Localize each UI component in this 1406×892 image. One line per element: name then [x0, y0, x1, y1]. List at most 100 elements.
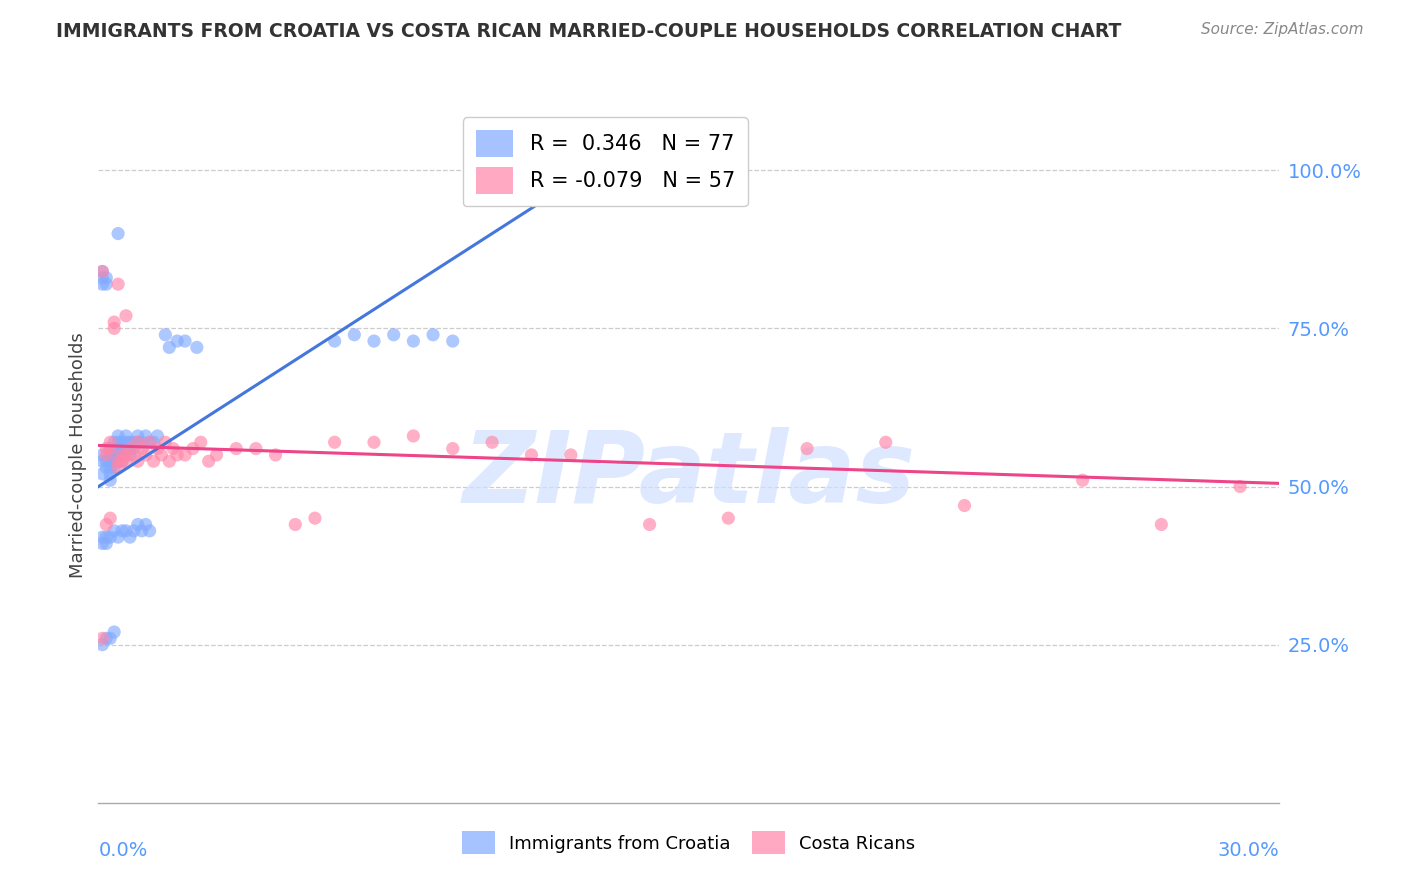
Point — [103, 435, 125, 450]
Point — [98, 460, 121, 475]
Point — [107, 454, 129, 468]
Point — [91, 454, 114, 468]
Point — [142, 435, 165, 450]
Point — [98, 442, 121, 456]
Point — [155, 327, 177, 342]
Point — [127, 435, 149, 450]
Point — [284, 517, 307, 532]
Point — [953, 499, 976, 513]
Point — [111, 448, 134, 462]
Point — [135, 448, 157, 462]
Point — [118, 448, 141, 462]
Point — [422, 327, 444, 342]
Point — [135, 429, 157, 443]
Point — [91, 632, 114, 646]
Point — [98, 511, 121, 525]
Point — [131, 435, 153, 450]
Point — [91, 448, 114, 462]
Point — [115, 429, 138, 443]
Point — [363, 435, 385, 450]
Point — [111, 524, 134, 538]
Point — [118, 530, 141, 544]
Text: ZIPatlas: ZIPatlas — [463, 427, 915, 524]
Point — [1229, 479, 1251, 493]
Point — [98, 448, 121, 462]
Point — [107, 429, 129, 443]
Point — [96, 454, 118, 468]
Point — [138, 435, 160, 450]
Point — [162, 442, 184, 456]
Point — [205, 448, 228, 462]
Point — [107, 530, 129, 544]
Text: Source: ZipAtlas.com: Source: ZipAtlas.com — [1201, 22, 1364, 37]
Point — [103, 315, 125, 329]
Point — [98, 467, 121, 481]
Point — [127, 429, 149, 443]
Point — [91, 638, 114, 652]
Point — [135, 517, 157, 532]
Point — [111, 454, 134, 468]
Point — [402, 334, 425, 348]
Point — [118, 435, 141, 450]
Point — [111, 442, 134, 456]
Point — [157, 454, 180, 468]
Point — [103, 454, 125, 468]
Point — [481, 435, 503, 450]
Point — [142, 454, 165, 468]
Point — [520, 448, 543, 462]
Point — [115, 524, 138, 538]
Point — [441, 334, 464, 348]
Point — [107, 435, 129, 450]
Point — [122, 524, 145, 538]
Point — [107, 442, 129, 456]
Point — [103, 625, 125, 640]
Point — [96, 277, 118, 292]
Point — [875, 435, 897, 450]
Point — [96, 632, 118, 646]
Point — [441, 442, 464, 456]
Point — [107, 227, 129, 241]
Point — [264, 448, 287, 462]
Point — [98, 442, 121, 456]
Point — [717, 511, 740, 525]
Point — [96, 536, 118, 550]
Point — [382, 327, 405, 342]
Point — [111, 448, 134, 462]
Point — [138, 435, 160, 450]
Point — [96, 517, 118, 532]
Point — [225, 442, 247, 456]
Point — [96, 448, 118, 462]
Point — [138, 524, 160, 538]
Point — [127, 454, 149, 468]
Point — [107, 454, 129, 468]
Point — [111, 454, 134, 468]
Point — [115, 435, 138, 450]
Point — [115, 442, 138, 456]
Point — [91, 270, 114, 285]
Point — [186, 340, 208, 354]
Point — [115, 448, 138, 462]
Point — [402, 429, 425, 443]
Point — [98, 435, 121, 450]
Point — [103, 524, 125, 538]
Point — [111, 435, 134, 450]
Point — [181, 442, 204, 456]
Point — [91, 530, 114, 544]
Point — [103, 448, 125, 462]
Point — [98, 473, 121, 487]
Point — [190, 435, 212, 450]
Point — [96, 270, 118, 285]
Point — [107, 277, 129, 292]
Point — [98, 454, 121, 468]
Point — [96, 530, 118, 544]
Point — [304, 511, 326, 525]
Point — [146, 429, 169, 443]
Point — [91, 277, 114, 292]
Point — [115, 309, 138, 323]
Point — [118, 442, 141, 456]
Point — [166, 334, 188, 348]
Text: 30.0%: 30.0% — [1218, 841, 1279, 860]
Text: 0.0%: 0.0% — [98, 841, 148, 860]
Point — [131, 442, 153, 456]
Point — [155, 435, 177, 450]
